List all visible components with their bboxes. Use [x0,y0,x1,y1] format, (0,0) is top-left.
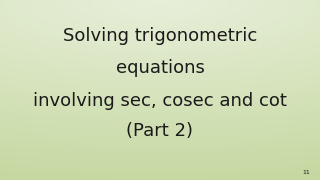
Text: involving sec, cosec and cot: involving sec, cosec and cot [33,92,287,110]
Text: 11: 11 [303,170,310,175]
Text: Solving trigonometric: Solving trigonometric [63,27,257,45]
Text: equations: equations [116,59,204,77]
Text: (Part 2): (Part 2) [126,122,194,140]
